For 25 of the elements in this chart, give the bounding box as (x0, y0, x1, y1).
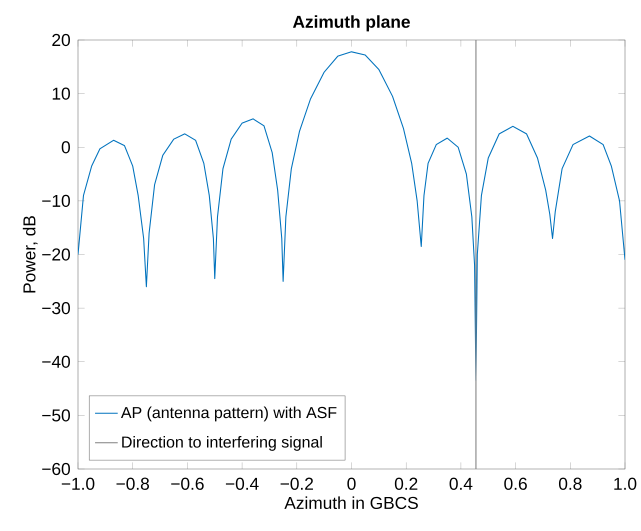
y-tick-label: 20 (52, 34, 70, 46)
x-tick-label: −0.4 (226, 478, 259, 490)
y-tick-label: −40 (42, 356, 70, 368)
x-tick-label: 0.6 (504, 478, 527, 490)
y-tick-label: 10 (52, 88, 70, 100)
x-axis-title: Azimuth in GBCS (284, 496, 418, 510)
legend-label: AP (antenna pattern) with ASF (120, 406, 336, 422)
x-tick-label: 0.2 (394, 478, 418, 490)
x-tick-label: −0.6 (171, 478, 204, 490)
x-tick-label: 0.4 (450, 478, 472, 490)
y-tick-label: −20 (42, 248, 70, 261)
x-tick-label: 0 (347, 478, 356, 490)
x-tick-label: −0.8 (116, 478, 149, 490)
y-tick-label: −60 (42, 462, 70, 476)
x-tick-label: 1.0 (614, 478, 636, 490)
legend-label: Direction to interfering signal (122, 436, 322, 451)
x-tick-label: −0.2 (280, 478, 313, 490)
y-tick-label: −30 (42, 302, 70, 314)
y-tick-label: −10 (42, 194, 70, 207)
chart-title: Azimuth plane (292, 15, 410, 32)
y-axis-title: Power, dB (22, 216, 38, 292)
y-tick-label: 0 (62, 141, 70, 154)
y-tick-label: −50 (42, 409, 70, 422)
x-tick-label: 0.8 (558, 478, 582, 490)
x-tick-label: −1.0 (62, 478, 94, 490)
